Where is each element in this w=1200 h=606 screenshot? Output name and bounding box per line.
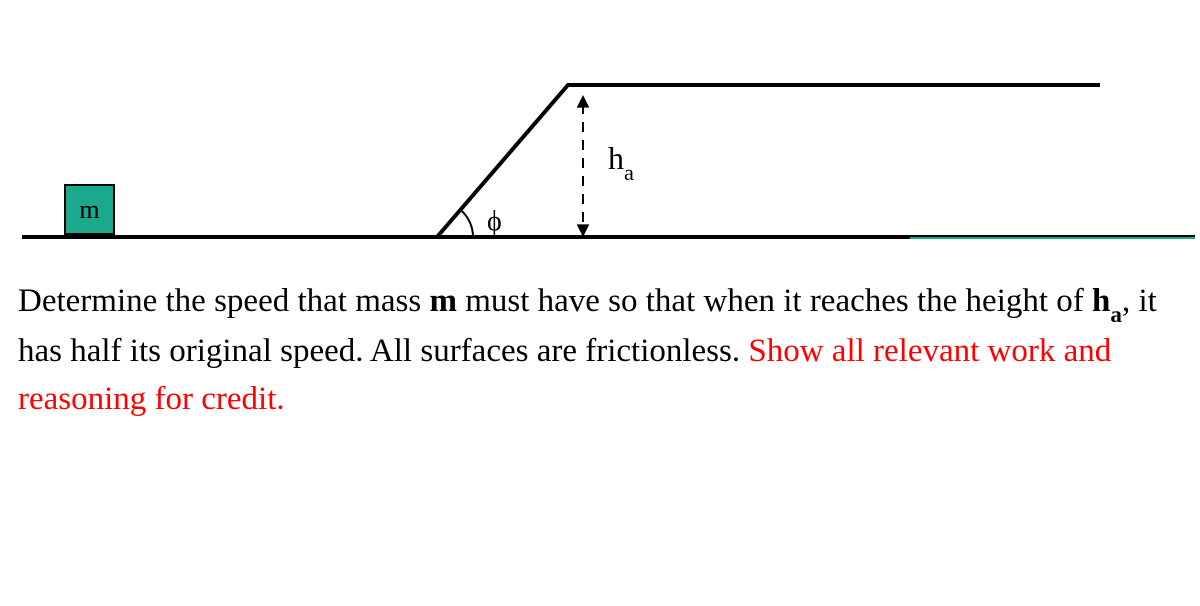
- height-label: ha: [608, 140, 634, 182]
- body-text: must have so that when it reaches the he…: [457, 283, 1092, 319]
- height-label-main: h: [608, 140, 624, 176]
- body-text: Determine the speed that mass: [18, 283, 429, 319]
- text-with-subscript: ha: [1092, 283, 1122, 319]
- height-label-sub: a: [624, 160, 634, 185]
- mass-block: m: [64, 184, 115, 235]
- angle-label: ϕ: [487, 206, 502, 238]
- mass-label: m: [79, 195, 99, 225]
- problem-statement: Determine the speed that mass m must hav…: [18, 278, 1183, 424]
- bold-text: m: [429, 283, 457, 319]
- figure-canvas: { "canvas": { "width": 1200, "height": 6…: [0, 0, 1200, 606]
